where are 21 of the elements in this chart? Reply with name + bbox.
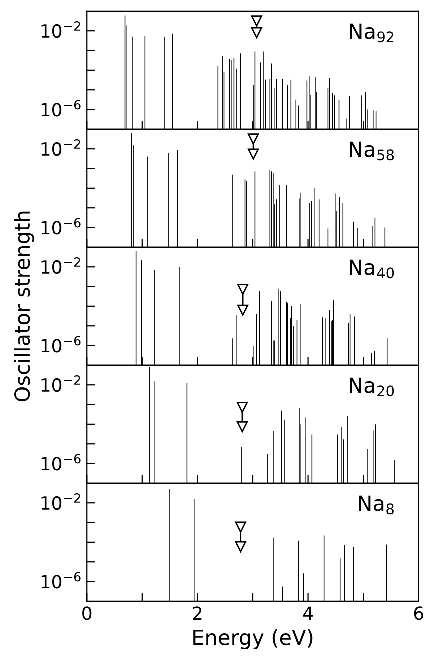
annotation: Na$_{92}$ <box>350 24 394 43</box>
x-axis-title: Energy (eV) <box>194 629 313 650</box>
annotation: Na$_{58}$ <box>350 142 394 161</box>
y-axis-title: Oscillator strength <box>14 212 34 402</box>
x-tick-label: 0 <box>82 606 92 620</box>
x-tick-label: 4 <box>303 606 314 620</box>
y-tick-label: 10$^{−6}$ <box>42 454 81 471</box>
y-tick-label: 10$^{−2}$ <box>42 376 80 392</box>
y-tick-label: 10$^{−6}$ <box>42 336 81 353</box>
y-tick-label: 10$^{−2}$ <box>42 494 80 510</box>
x-tick-label: 2 <box>193 606 202 620</box>
y-tick-label: 10$^{−2}$ <box>42 258 80 274</box>
x-tick-label: 6 <box>414 606 424 620</box>
y-tick-label: 10$^{−6}$ <box>42 218 81 235</box>
y-tick-label: 10$^{−6}$ <box>42 572 81 589</box>
annotation: Na$_{20}$ <box>350 378 394 397</box>
annotation: Na$_{40}$ <box>350 260 394 279</box>
y-tick-label: 10$^{−2}$ <box>42 140 80 156</box>
annotation: Na$_{8}$ <box>359 496 394 515</box>
y-tick-label: 10$^{−6}$ <box>42 100 81 117</box>
y-tick-label: 10$^{−2}$ <box>42 22 80 38</box>
